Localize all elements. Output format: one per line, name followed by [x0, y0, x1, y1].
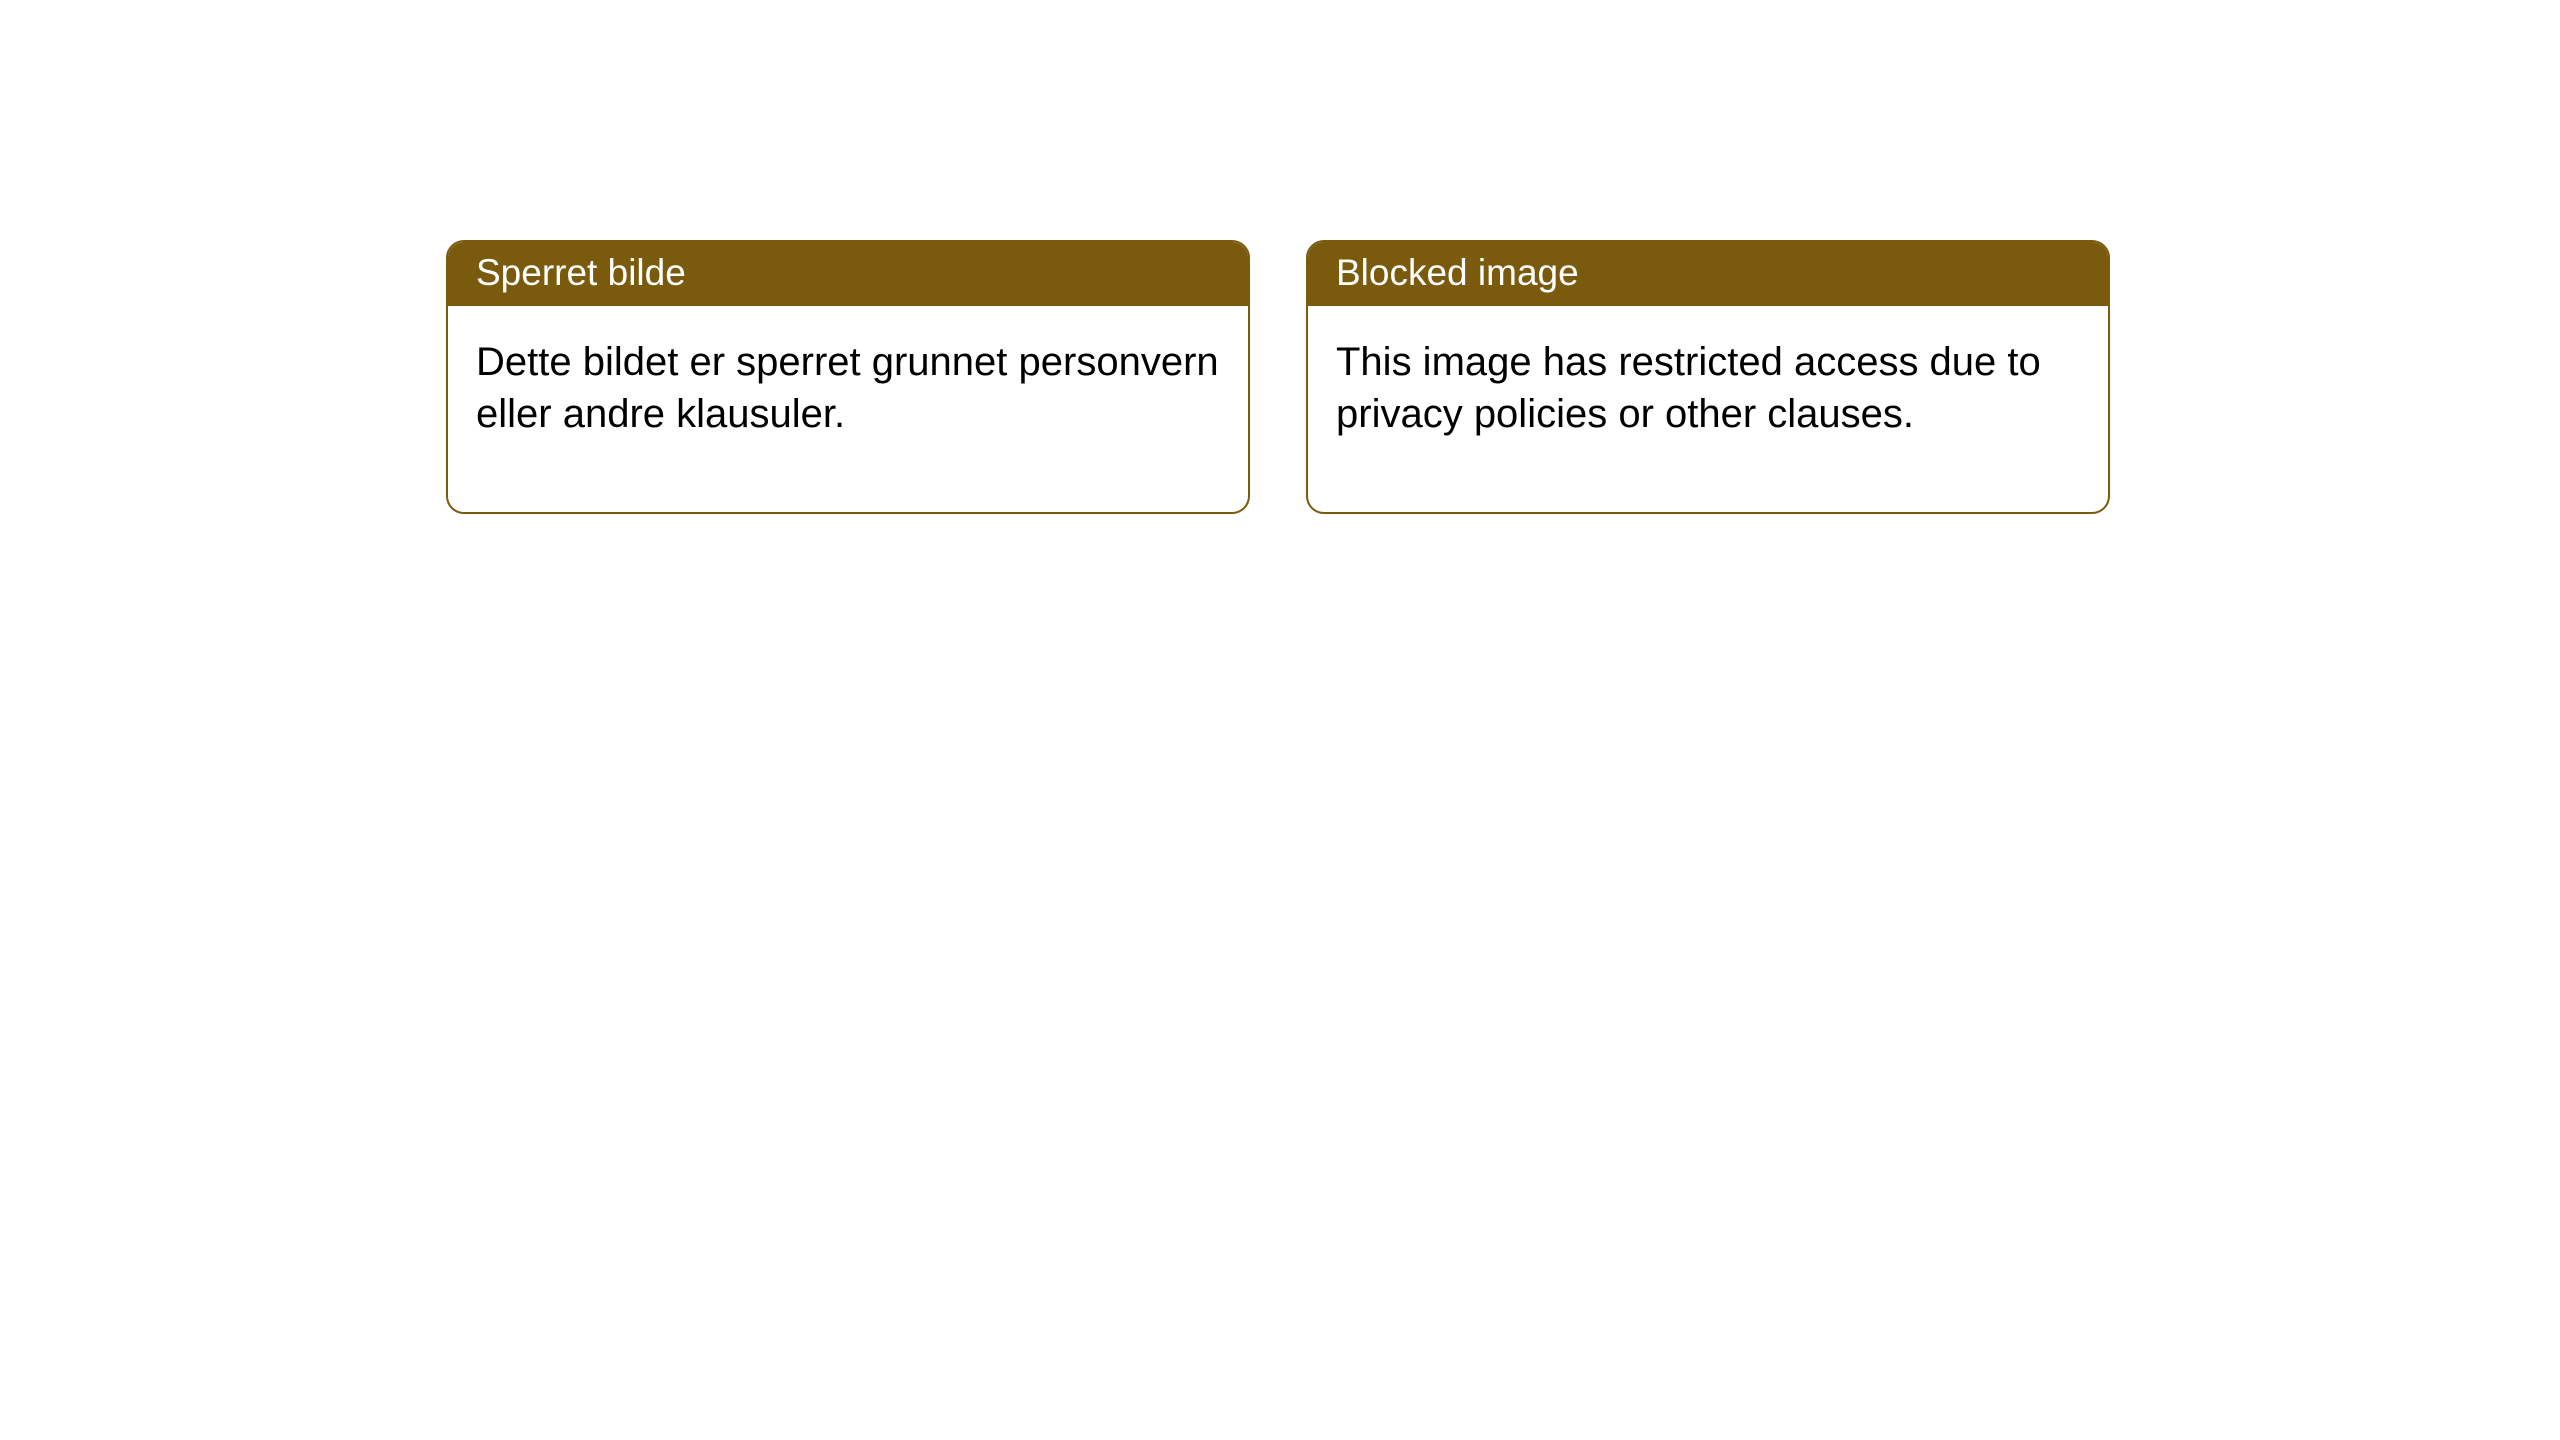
notice-cards-container: Sperret bilde Dette bildet er sperret gr…	[446, 240, 2110, 514]
notice-card-english: Blocked image This image has restricted …	[1306, 240, 2110, 514]
card-body-text: This image has restricted access due to …	[1336, 340, 2041, 436]
card-title: Sperret bilde	[476, 252, 686, 293]
card-header: Blocked image	[1308, 242, 2108, 306]
card-body: This image has restricted access due to …	[1308, 306, 2108, 512]
card-body-text: Dette bildet er sperret grunnet personve…	[476, 340, 1219, 436]
card-header: Sperret bilde	[448, 242, 1248, 306]
card-title: Blocked image	[1336, 252, 1579, 293]
card-body: Dette bildet er sperret grunnet personve…	[448, 306, 1248, 512]
notice-card-norwegian: Sperret bilde Dette bildet er sperret gr…	[446, 240, 1250, 514]
